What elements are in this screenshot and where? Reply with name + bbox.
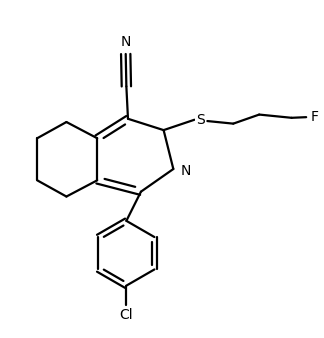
Text: N: N xyxy=(121,35,131,49)
Text: S: S xyxy=(196,114,205,127)
Text: F: F xyxy=(311,110,319,124)
Text: Cl: Cl xyxy=(120,308,133,322)
Text: N: N xyxy=(180,164,191,178)
